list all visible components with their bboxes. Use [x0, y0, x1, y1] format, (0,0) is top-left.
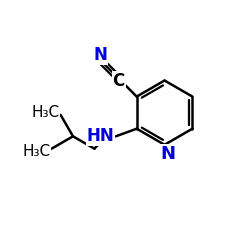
Text: N: N [160, 145, 175, 163]
Text: H₃C: H₃C [31, 105, 60, 120]
Text: H₃C: H₃C [22, 144, 50, 159]
Text: HN: HN [87, 127, 115, 145]
Text: C: C [112, 72, 125, 90]
Text: N: N [94, 46, 108, 64]
